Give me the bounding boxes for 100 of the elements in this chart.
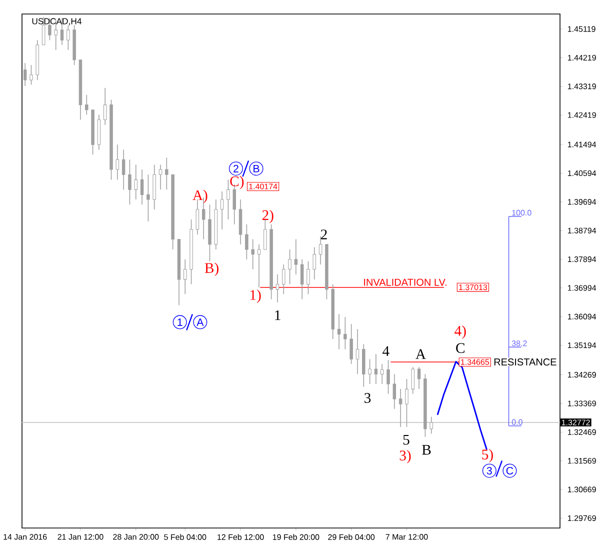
- annotation: 1.34665: [461, 359, 490, 365]
- y-tick-label: 1.41494: [568, 142, 596, 148]
- annotation: A): [192, 190, 208, 204]
- candlestick: [417, 366, 421, 390]
- x-tick-label: 5 Feb 04:00: [164, 534, 206, 540]
- annotation: 2: [320, 230, 327, 240]
- candlestick: [30, 64, 33, 86]
- x-tick-label: 29 Feb 04:00: [328, 534, 375, 540]
- candlestick: [140, 169, 144, 205]
- candlestick: [165, 157, 168, 190]
- y-tick-label: 1.40594: [568, 170, 596, 176]
- candlestick: [306, 260, 310, 295]
- candlestick: [405, 378, 408, 428]
- y-tick-label: 1.39694: [568, 199, 596, 205]
- ref-line-label: 1.32772: [562, 420, 590, 426]
- y-tick-label: 1.36994: [568, 285, 596, 291]
- y-tick-label: 1.44219: [568, 54, 596, 61]
- candlestick: [430, 416, 433, 434]
- annotation: 3: [486, 466, 492, 475]
- annotation: 0.0: [512, 419, 522, 425]
- x-tick-label: 12 Feb 12:00: [218, 534, 264, 540]
- candlestick: [282, 264, 286, 295]
- candlestick: [85, 94, 88, 116]
- y-tick-label: 1.37894: [568, 256, 596, 262]
- candlestick: [368, 358, 372, 384]
- candlestick: [103, 88, 107, 126]
- annotation: 3: [364, 393, 371, 403]
- candlestick: [184, 258, 187, 295]
- y-tick-label: 1.32469: [568, 429, 596, 435]
- candlestick: [134, 164, 138, 200]
- y-tick-label: 1.36094: [568, 314, 596, 320]
- annotation: 1: [275, 310, 280, 320]
- annotation: 4): [454, 326, 466, 339]
- candlestick: [23, 62, 27, 86]
- x-tick-label: 21 Jan 12:00: [58, 534, 104, 540]
- candlestick: [245, 224, 248, 260]
- candlestick: [318, 236, 322, 265]
- annotation: 100.0: [512, 210, 532, 216]
- annotation: A: [416, 349, 426, 359]
- candlestick: [116, 144, 120, 180]
- candlestick: [146, 174, 150, 222]
- candlestick: [411, 366, 415, 394]
- candlestick: [300, 258, 304, 300]
- candlestick: [158, 164, 162, 190]
- x-tick-label: 7 Mar 12:00: [386, 534, 428, 540]
- candlestick: [344, 316, 347, 350]
- ref-line-label: INVALIDATION LV.: [364, 278, 446, 286]
- y-tick-label: 1.43319: [568, 84, 596, 90]
- annotation: 1.40174: [249, 184, 278, 190]
- candlestick: [288, 249, 292, 285]
- annotation: 4: [382, 346, 390, 356]
- candlestick: [257, 244, 261, 288]
- candlestick: [128, 159, 132, 205]
- annotation: B): [204, 262, 218, 276]
- x-tick-label: 19 Feb 20:00: [272, 534, 320, 540]
- y-tick-label: 1.30669: [568, 486, 596, 492]
- x-tick-label: 28 Jan 20:00: [113, 534, 159, 540]
- y-tick-label: 1.33369: [568, 400, 596, 406]
- annotation: 5): [482, 449, 493, 462]
- y-tick-label: 1.42419: [568, 112, 596, 118]
- annotation: C: [456, 343, 464, 354]
- annotation: C: [506, 466, 514, 475]
- candlestick: [380, 363, 384, 384]
- annotation: 1.37013: [459, 284, 488, 290]
- candlestick: [294, 238, 298, 275]
- line-series: [436, 360, 488, 450]
- candlestick: [251, 238, 254, 270]
- annotation: 3): [400, 450, 411, 464]
- y-tick-label: 1.35194: [568, 342, 596, 348]
- annotation: 1: [178, 318, 182, 326]
- y-tick-label: 1.31569: [568, 458, 596, 464]
- candlestick: [356, 328, 360, 374]
- candlestick: [276, 274, 280, 303]
- annotation: A: [196, 318, 204, 326]
- candlestick: [398, 388, 402, 428]
- candlestick: [220, 191, 224, 230]
- annotation: 1): [250, 290, 261, 303]
- candlestick: [337, 314, 341, 350]
- candlestick: [386, 360, 390, 394]
- y-tick-label: 1.38794: [568, 228, 596, 234]
- candlestick: [392, 374, 396, 410]
- x-tick-label: 14 Jan 2016: [4, 534, 47, 540]
- annotation: B: [422, 444, 431, 455]
- y-tick-label: 1.34269: [568, 372, 596, 378]
- annotation: B: [254, 164, 260, 172]
- annotation: 38.2: [512, 340, 527, 346]
- ref-line-label: RESISTANCE: [494, 358, 556, 366]
- candlestick: [122, 149, 126, 190]
- candlestick: [226, 179, 230, 220]
- y-tick-label: 1.45119: [568, 26, 596, 32]
- annotation: 2): [262, 210, 274, 224]
- candlestick: [66, 24, 70, 50]
- candlestick: [374, 354, 378, 384]
- annotation: 2: [234, 164, 238, 172]
- chart-title: USDCAD,H4: [32, 18, 82, 26]
- annotation: 5: [403, 434, 410, 445]
- y-tick-label: 1.29769: [568, 515, 596, 521]
- annotation: C): [230, 176, 244, 190]
- candlestick: [350, 324, 353, 364]
- candlestick: [312, 246, 316, 280]
